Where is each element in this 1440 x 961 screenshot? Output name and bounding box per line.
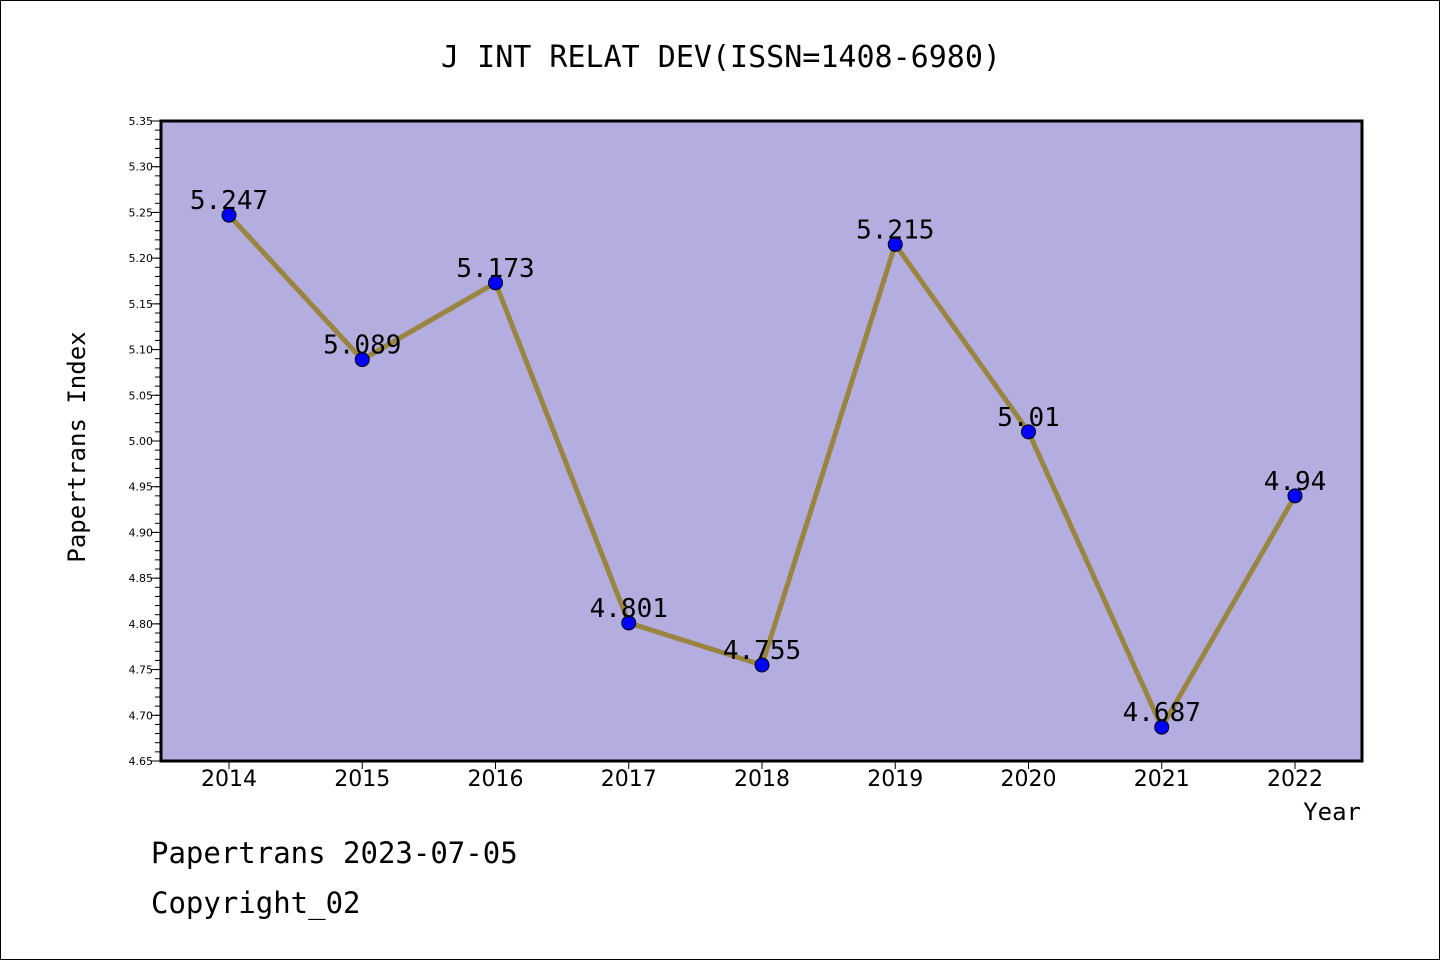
y-axis: 4.65 4.70 4.75 4.80 4.85 4.90 4.95 5.00 5.05 5.10… [129,115,161,768]
y-tick-label: 5.15 [129,298,154,311]
data-label: 4.687 [1123,698,1201,728]
y-tick-label: 4.80 [129,618,154,631]
footer-copyright-text: Copyright_02 [151,886,361,920]
y-tick-label: 4.85 [129,572,154,585]
y-tick-label: 5.05 [129,389,154,402]
y-tick-label: 5.30 [129,161,154,174]
data-point [754,657,770,673]
data-point [621,615,637,631]
data-label: 4.94 [1264,467,1327,497]
data-label: 5.173 [456,254,534,284]
chart-title: J INT RELAT DEV(ISSN=1408-6980) [441,40,1001,75]
y-tick-label: 5.25 [129,206,154,219]
x-tick-label: 2017 [601,767,657,792]
y-tick-label: 5.10 [129,344,154,357]
marker-group [221,207,1303,735]
y-tick-label: 4.95 [129,481,154,494]
plot-area [161,121,1362,761]
data-label: 5.215 [856,215,934,245]
data-label: 5.247 [190,186,268,216]
data-point [887,236,903,252]
plot-frame [159,119,1364,763]
y-axis-label: Papertrans Index [63,331,91,562]
data-label: 4.801 [590,594,668,624]
x-tick-label: 2018 [734,767,790,792]
y-tick-label: 5.00 [129,435,154,448]
x-tick-label: 2016 [468,767,524,792]
x-tick-label: 2019 [867,767,923,792]
y-tick-label: 5.20 [129,252,154,265]
x-tick-label: 2014 [201,767,257,792]
data-point [1287,488,1303,504]
footer-date-text: Papertrans 2023-07-05 [151,836,518,870]
x-tick-label: 2015 [334,767,390,792]
data-point [1154,719,1170,735]
x-tick-label: 2022 [1267,767,1323,792]
data-label: 4.755 [723,636,801,666]
data-point [1021,424,1036,440]
x-axis-label: Year [1303,798,1361,826]
data-point [354,352,370,368]
data-label: 5.089 [323,331,401,361]
data-label: 5.01 [997,403,1060,433]
x-tick-label: 2021 [1134,767,1190,792]
data-point [221,207,237,223]
y-tick-label: 4.90 [129,526,154,539]
y-tick-label: 4.70 [129,709,154,722]
data-label-group: 5.247 5.089 5.173 4.801 4.755 5.215 5.01 4.687 4… [190,186,1326,728]
y-tick-label: 4.65 [129,755,154,768]
y-tick-label: 4.75 [129,664,154,677]
x-axis: 2014 2015 2016 2017 2018 2019 2020 2021 2022 [201,761,1323,792]
data-point [488,275,503,291]
x-tick-label: 2020 [1001,767,1057,792]
y-tick-label: 5.35 [129,115,154,128]
